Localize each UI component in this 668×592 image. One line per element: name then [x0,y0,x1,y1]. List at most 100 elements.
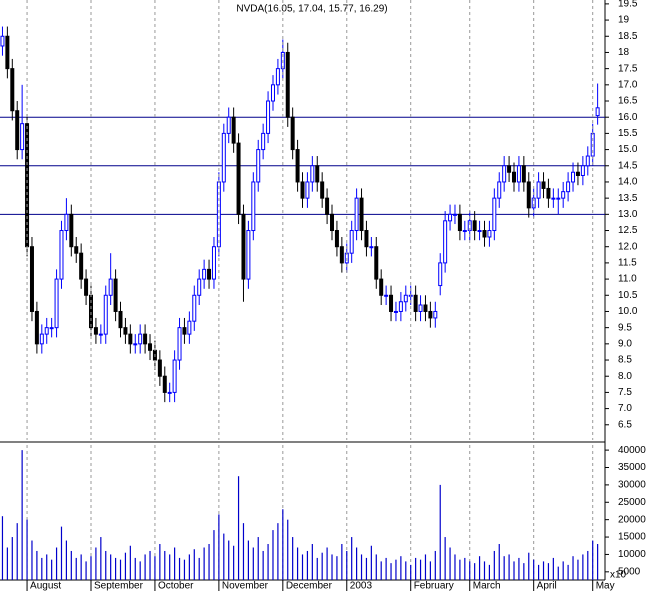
candle-body [157,359,162,377]
candle-body [325,197,330,215]
candle-body [398,301,403,312]
y-tick-label: 17.5 [618,63,638,74]
candle-body [330,213,335,232]
candle-body [211,246,216,280]
y-tick-label: 10.5 [618,290,638,301]
candle-body [428,310,433,319]
candle-body [334,230,339,248]
x-tick-label: August [30,581,61,592]
y-tick-label: 15.0 [618,144,638,155]
y-tick-label: 12.0 [618,241,638,252]
candle-body [266,100,271,134]
candle-body [472,220,477,232]
candle-body [285,51,290,118]
candle-body [108,278,113,296]
candle-body [256,149,261,183]
y-tick-label: 18.5 [618,31,638,42]
candle-body [339,246,344,264]
y-tick-label: 13.0 [618,209,638,220]
y-tick-label: 35000 [618,462,646,473]
candle-body [226,116,231,134]
candle-body [5,35,10,70]
x-tick-label: September [94,581,144,592]
candle-body [320,181,325,199]
candle-body [443,220,448,264]
candle-body [556,197,561,200]
x-tick-label: February [414,581,454,592]
candle-body [295,149,300,183]
y-tick-label: 16.0 [618,112,638,123]
y-tick-label: 10000 [618,549,646,560]
y-tick-label: 30000 [618,480,646,491]
y-tick-label: 8.0 [618,371,632,382]
candle-body [546,187,551,199]
candle-body [512,171,517,183]
candle-body [310,165,315,183]
candle-body [236,142,241,215]
x-tick-label: December [286,581,333,592]
y-tick-label: 10.0 [618,306,638,317]
y-tick-label: 15.5 [618,128,638,139]
candle-body [128,333,133,345]
y-tick-label: 40000 [618,445,646,456]
candle-body [359,197,364,232]
candle-body [448,213,453,222]
candle-body [197,278,202,296]
candle-body [192,294,197,322]
candle-body [438,262,443,287]
candle-body [84,278,89,296]
y-tick-label: 16.5 [618,96,638,107]
candle-body [305,181,310,199]
candle-body [54,278,59,329]
y-tick-label: 9.5 [618,322,632,333]
y-tick-label: 13.5 [618,193,638,204]
candle-body [39,333,44,345]
candle-body [162,375,167,393]
candle-body [20,123,25,151]
candle-body [497,181,502,199]
y-tick-label: 7.0 [618,403,632,414]
candle-body [133,343,138,346]
y-tick-label: 15000 [618,532,646,543]
candle-body [462,230,467,233]
candle-body [79,252,84,280]
candle-body [74,246,79,254]
candle-body [34,310,39,345]
candle-body [369,246,374,249]
y-tick-label: 5000 [618,566,641,577]
candle-body [275,68,280,86]
candle-body [364,230,369,248]
candle-body [29,246,34,312]
chart-title: NVDA(16.05, 17.04, 15.77, 16.29) [236,4,387,15]
candle-body [10,68,15,112]
candle-body [580,165,585,176]
candle-body [138,333,143,345]
x-tick-label: October [158,581,194,592]
candle-body [541,181,546,189]
candle-body [452,213,457,216]
x-tick-label: May [596,581,615,592]
candle-body [118,310,123,329]
candle-body [231,116,236,144]
y-tick-label: 11.0 [618,274,637,285]
candle-body [516,165,521,183]
candle-body [354,197,359,232]
y-tick-label: 19 [618,15,630,26]
candle-body [44,327,49,335]
y-tick-label: 9.0 [618,338,632,349]
x-tick-label: April [537,581,557,592]
y-tick-label: 11.5 [618,258,637,269]
y-tick-label: 19.5 [618,0,638,10]
volume-unit: x10 [610,569,627,580]
candle-body [507,165,512,173]
candle-body [482,230,487,238]
candle-body [349,230,354,254]
candle-body [393,310,398,313]
candle-body [246,230,251,280]
candle-body [457,213,462,232]
candle-body [561,191,566,199]
candle-body [502,165,507,183]
candle-body [492,197,497,232]
candle-body [251,181,256,232]
